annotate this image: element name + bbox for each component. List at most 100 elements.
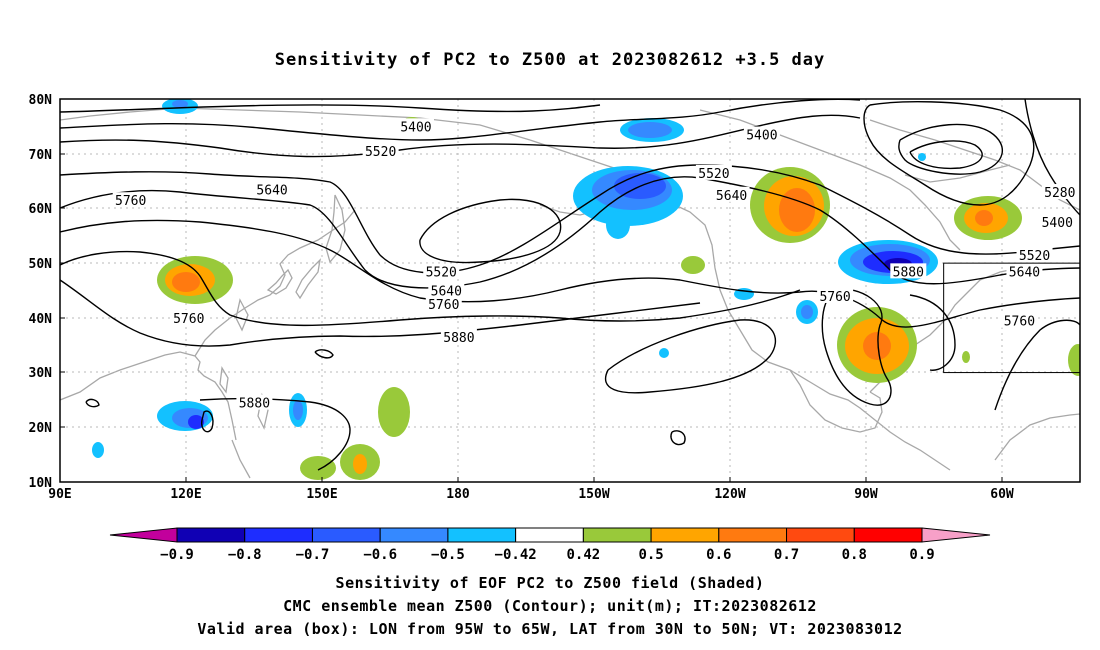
colorbar-box: [718, 527, 788, 543]
caption-contour: CMC ensemble mean Z500 (Contour); unit(m…: [283, 597, 817, 615]
contour-label: 5760: [428, 298, 459, 313]
contour-label-bg: [713, 186, 750, 202]
colorbar-label: −0.6: [363, 547, 397, 563]
positive-patch: [1068, 344, 1080, 376]
positive-patch: [353, 454, 367, 474]
contour-label: 5880: [443, 331, 474, 346]
sensitivity-shading: [92, 99, 1080, 480]
negative-patch: [293, 400, 303, 420]
contour-label-bg: [1039, 214, 1076, 230]
colorbar-box: [853, 527, 923, 543]
contour-label: 5400: [400, 120, 431, 135]
colorbar-max-triangle: [921, 527, 991, 543]
contour-label-bg: [1006, 263, 1043, 279]
x-tick-label: 180: [446, 487, 470, 502]
axis-ticks: [59, 98, 1003, 483]
caption-shading: Sensitivity of EOF PC2 to Z500 field (Sh…: [335, 574, 765, 592]
colorbar-box: [515, 527, 584, 543]
negative-patch: [801, 305, 813, 319]
valid-area-box: [943, 262, 1080, 374]
y-tick-labels: 80N 70N 60N 50N 40N 30N 20N 10N: [29, 93, 53, 491]
contour-label-bg: [112, 192, 149, 208]
contour-label: 5640: [256, 183, 287, 198]
negative-patch: [659, 348, 669, 358]
negative-patch: [606, 211, 630, 239]
positive-patch: [378, 387, 410, 437]
contour-label-bg: [254, 181, 291, 197]
contour-labels: 5400 5520 5640 5760 5760 5880 5520 5640 5760 5880…: [112, 118, 1100, 412]
contour-label-bg: [170, 309, 207, 325]
y-tick-label: 40N: [29, 312, 53, 327]
contour-label: 5400: [746, 129, 777, 144]
y-tick-label: 10N: [29, 476, 53, 491]
x-tick-label: 90E: [48, 487, 71, 502]
contour-label-bg: [440, 329, 477, 345]
colorbar-box: [650, 527, 720, 543]
contour-label-bg: [1016, 246, 1053, 262]
contour-label-bg: [362, 142, 399, 158]
contour-label: 5760: [115, 194, 146, 209]
contour-label-bg: [425, 296, 462, 312]
colorbar-min-triangle: [109, 527, 178, 543]
negative-patch: [628, 122, 672, 138]
colorbar-label: −0.7: [296, 547, 330, 563]
contour-label: 5880: [1085, 364, 1100, 379]
contour-label-bg: [428, 282, 465, 298]
colorbar-label: 0.5: [638, 547, 663, 563]
colorbar-label: −0.9: [160, 547, 194, 563]
colorbar-label: 0.7: [774, 547, 799, 563]
x-tick-label: 120W: [714, 487, 745, 502]
negative-patch: [188, 415, 204, 429]
colorbar-box: [311, 527, 381, 543]
colorbar-label: 0.6: [706, 547, 731, 563]
contour-label-bg: [695, 164, 732, 180]
colorbar-label: 0.9: [909, 547, 934, 563]
contour-label: 5520: [426, 265, 457, 280]
positive-patch: [779, 188, 815, 232]
colorbar-box: [244, 527, 313, 543]
positive-patch: [300, 456, 336, 480]
positive-patch: [172, 272, 200, 292]
contour-label-bg: [1082, 362, 1100, 377]
caption-valid-area: Valid area (box): LON from 95W to 65W, L…: [197, 620, 903, 638]
contour-label: 5400: [1042, 216, 1073, 231]
colorbar-box: [786, 527, 855, 543]
colorbar-box: [582, 527, 652, 543]
contour-label: 5520: [365, 145, 396, 160]
contour-label: 5760: [1004, 315, 1035, 330]
colorbar-label: 0.42: [567, 547, 601, 563]
negative-patch: [918, 153, 926, 161]
colorbar-label: −0.5: [431, 547, 465, 563]
colorbar-label: −0.8: [228, 547, 262, 563]
contour-label-bg: [423, 263, 460, 279]
colorbar: −0.9 −0.8 −0.7 −0.6 −0.5 −0.42 0.42 0.5 0.6 0.7 0.…: [109, 527, 991, 563]
contour-label-bg: [1001, 312, 1038, 328]
y-tick-label: 20N: [29, 421, 53, 436]
colorbar-label: 0.8: [842, 547, 867, 563]
colorbar-label: −0.42: [495, 547, 537, 563]
contour-label-bg: [817, 287, 854, 303]
colorbar-box: [176, 527, 246, 543]
contour-label: 5640: [716, 189, 747, 204]
colorbar-box: [447, 527, 517, 543]
contour-label: 5880: [239, 397, 270, 412]
x-tick-label: 150W: [578, 487, 609, 502]
negative-patch: [172, 100, 188, 108]
y-tick-label: 70N: [29, 148, 53, 163]
page-title: Sensitivity of PC2 to Z500 at 2023082612…: [274, 50, 826, 70]
x-tick-label: 60W: [990, 487, 1014, 502]
y-tick-label: 60N: [29, 202, 53, 217]
x-tick-label: 150E: [306, 487, 337, 502]
contour-label: 5640: [1009, 265, 1040, 280]
colorbar-box: [379, 527, 449, 543]
y-tick-label: 80N: [29, 93, 53, 108]
positive-patch: [863, 332, 891, 360]
contour-label: 5760: [819, 290, 850, 305]
y-tick-label: 30N: [29, 366, 53, 381]
gridlines: [60, 99, 1080, 482]
contour-label-bg: [236, 394, 273, 410]
contour-label-bg: [1041, 184, 1078, 200]
y-tick-label: 50N: [29, 257, 53, 272]
contour-label: 5880: [893, 265, 924, 280]
